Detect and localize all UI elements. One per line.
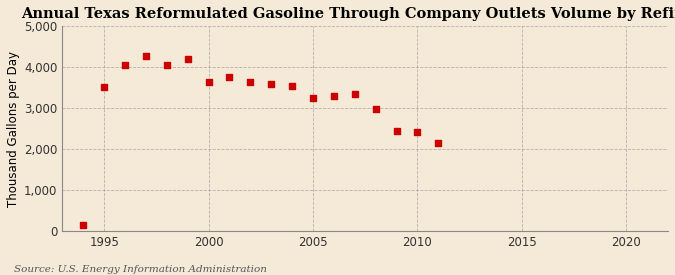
Point xyxy=(266,81,277,86)
Point xyxy=(78,222,88,227)
Point xyxy=(119,63,130,67)
Point xyxy=(308,96,319,100)
Point xyxy=(371,107,381,112)
Point xyxy=(433,141,443,145)
Text: Source: U.S. Energy Information Administration: Source: U.S. Energy Information Administ… xyxy=(14,265,267,274)
Point xyxy=(99,85,109,89)
Point xyxy=(140,54,151,58)
Point xyxy=(391,128,402,133)
Point xyxy=(182,57,193,61)
Point xyxy=(412,130,423,134)
Point xyxy=(161,62,172,67)
Point xyxy=(224,75,235,80)
Point xyxy=(329,94,340,98)
Point xyxy=(245,79,256,84)
Title: Annual Texas Reformulated Gasoline Through Company Outlets Volume by Refiners: Annual Texas Reformulated Gasoline Throu… xyxy=(21,7,675,21)
Point xyxy=(350,92,360,96)
Point xyxy=(203,79,214,84)
Y-axis label: Thousand Gallons per Day: Thousand Gallons per Day xyxy=(7,51,20,207)
Point xyxy=(287,83,298,88)
